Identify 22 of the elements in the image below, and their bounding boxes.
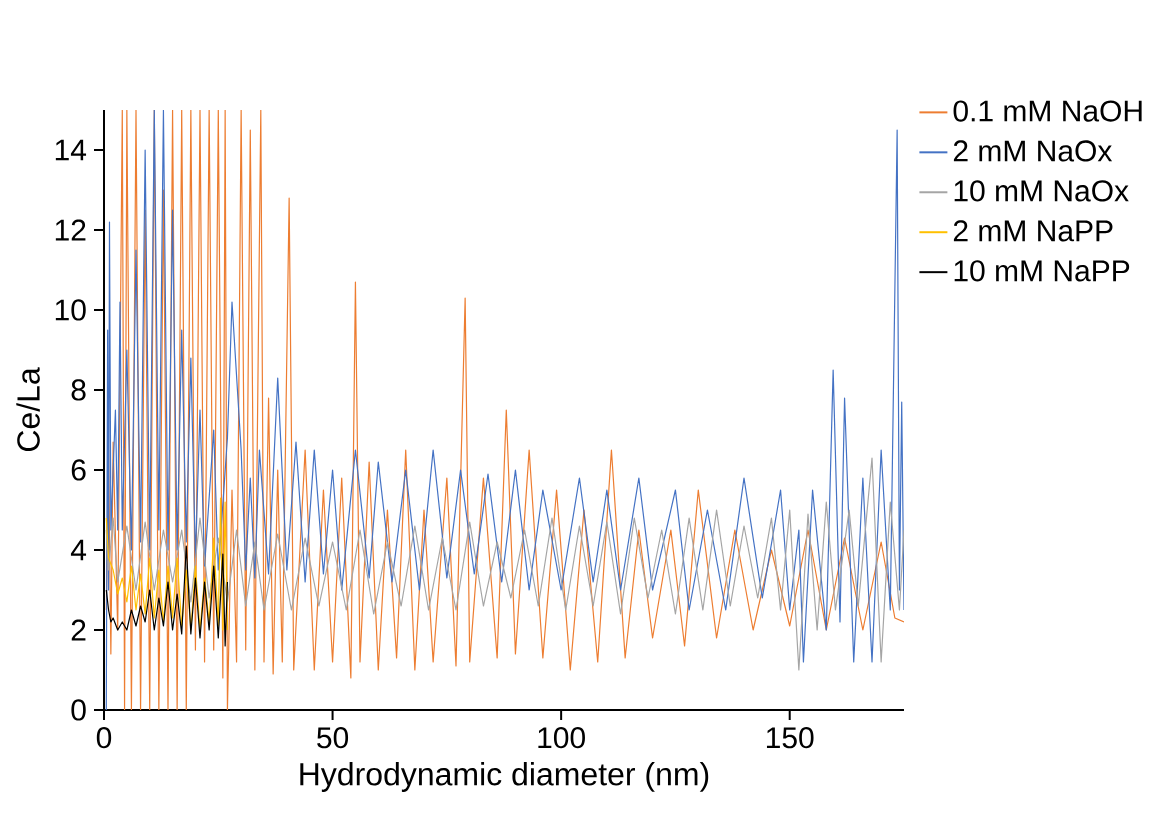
- legend-label: 10 mM NaPP: [954, 260, 1130, 282]
- legend-label: 10 mM NaOx: [954, 180, 1129, 202]
- y-tick-label: 14: [55, 139, 87, 161]
- y-tick-label: 0: [71, 699, 86, 721]
- y-tick-label: 4: [70, 539, 87, 561]
- legend-label: 2 mM NaPP: [953, 220, 1113, 242]
- y-axis-title: Ce/La: [16, 367, 40, 452]
- y-tick-label: 2: [71, 619, 86, 641]
- y-tick-label: 8: [71, 379, 86, 401]
- line-series: [105, 497, 229, 631]
- legend-label: 0.1 mM NaOH: [953, 100, 1142, 122]
- y-tick-label: 6: [71, 459, 86, 481]
- x-tick-label: 0: [96, 727, 112, 749]
- x-axis-title: Hydrodynamic diameter (nm): [300, 762, 709, 792]
- x-tick-label: 100: [538, 727, 585, 749]
- line-series: [105, 110, 904, 710]
- y-tick-label: 10: [55, 299, 86, 321]
- x-tick-label: 150: [766, 727, 814, 749]
- y-tick-label: 12: [55, 219, 86, 241]
- x-tick-label: 50: [317, 727, 349, 749]
- legend-label: 2 mM NaOx: [953, 140, 1113, 162]
- line-series: [105, 457, 904, 671]
